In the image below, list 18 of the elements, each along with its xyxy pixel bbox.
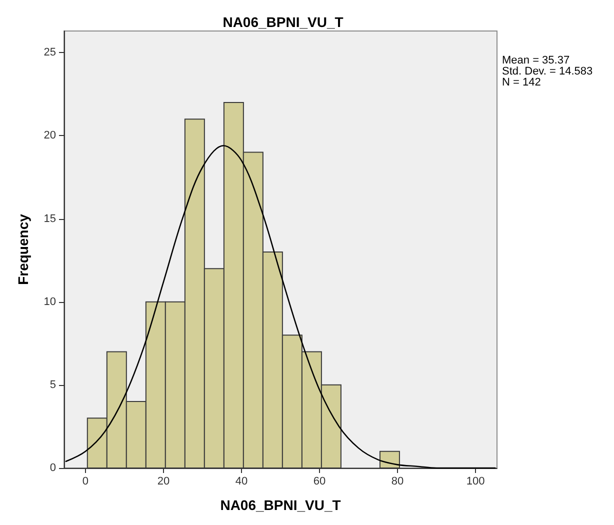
y-tick-label: 10	[44, 296, 56, 308]
y-tick-label: 0	[50, 462, 56, 474]
x-tick-label: 60	[313, 476, 326, 488]
y-tick-label: 20	[44, 130, 56, 142]
x-tick-label: 0	[82, 476, 89, 488]
x-axis-title: NA06_BPNI_VU_T	[220, 497, 342, 513]
x-tick-label: 100	[466, 476, 485, 488]
text: N = 142	[502, 76, 541, 88]
x-tick-label: 80	[391, 476, 404, 488]
y-tick-label: 15	[44, 212, 56, 225]
text: Std. Dev. = 14.583	[502, 66, 593, 78]
text: Mean = 35.37	[502, 54, 570, 66]
y-tick-label: 5	[50, 378, 56, 391]
x-tick-label: 20	[157, 476, 170, 488]
y-tick-label: 25	[44, 46, 56, 59]
x-tick-label: 40	[235, 476, 248, 488]
chart-title: NA06_BPNI_VU_T	[222, 14, 344, 30]
y-axis-title: Frequency	[15, 214, 31, 285]
